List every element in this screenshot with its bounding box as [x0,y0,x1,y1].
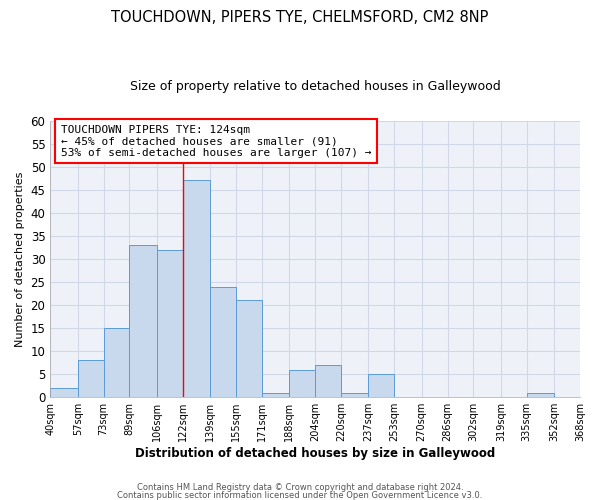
Bar [315,365,341,397]
Bar [157,250,183,397]
Bar [289,370,315,397]
Bar [236,300,262,397]
X-axis label: Distribution of detached houses by size in Galleywood: Distribution of detached houses by size … [135,447,495,460]
Bar [368,374,394,397]
Bar [130,245,157,397]
Title: Size of property relative to detached houses in Galleywood: Size of property relative to detached ho… [130,80,500,93]
Bar [210,286,236,397]
Text: TOUCHDOWN PIPERS TYE: 124sqm
← 45% of detached houses are smaller (91)
53% of se: TOUCHDOWN PIPERS TYE: 124sqm ← 45% of de… [61,124,371,158]
Bar [341,392,368,397]
Bar [104,328,130,397]
Bar [262,392,289,397]
Text: TOUCHDOWN, PIPERS TYE, CHELMSFORD, CM2 8NP: TOUCHDOWN, PIPERS TYE, CHELMSFORD, CM2 8… [112,10,488,25]
Text: Contains public sector information licensed under the Open Government Licence v3: Contains public sector information licen… [118,490,482,500]
Bar [50,388,78,397]
Bar [78,360,104,397]
Text: Contains HM Land Registry data © Crown copyright and database right 2024.: Contains HM Land Registry data © Crown c… [137,484,463,492]
Bar [527,392,554,397]
Bar [183,180,210,397]
Y-axis label: Number of detached properties: Number of detached properties [15,171,25,346]
